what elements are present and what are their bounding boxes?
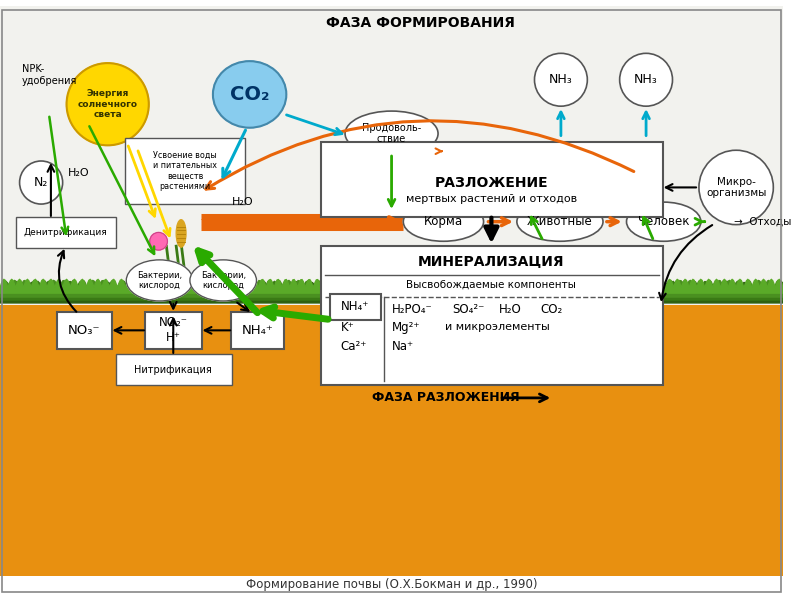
Circle shape bbox=[150, 232, 167, 250]
Text: NPK-
удобрения: NPK- удобрения bbox=[22, 64, 77, 86]
Circle shape bbox=[699, 150, 774, 224]
Text: H₂O: H₂O bbox=[499, 303, 522, 316]
Text: Корма: Корма bbox=[424, 215, 463, 228]
Circle shape bbox=[620, 53, 673, 106]
Text: МИНЕРАЛИЗАЦИЯ: МИНЕРАЛИЗАЦИЯ bbox=[418, 254, 565, 268]
Text: Ca²⁺: Ca²⁺ bbox=[341, 340, 367, 353]
Text: NH₄⁺: NH₄⁺ bbox=[341, 301, 370, 313]
Text: Бактерии,
кислород: Бактерии, кислород bbox=[137, 271, 182, 290]
Text: РАЗЛОЖЕНИЕ: РАЗЛОЖЕНИЕ bbox=[434, 176, 548, 190]
Ellipse shape bbox=[176, 220, 186, 247]
Circle shape bbox=[19, 161, 62, 204]
Text: H₂O: H₂O bbox=[232, 197, 254, 207]
Text: Усвоение воды
и питательных
веществ
растениями: Усвоение воды и питательных веществ раст… bbox=[153, 151, 217, 191]
Circle shape bbox=[66, 63, 149, 145]
Text: Денитрификация: Денитрификация bbox=[24, 228, 107, 237]
Text: NH₃: NH₃ bbox=[634, 73, 658, 86]
Text: Нитрификация: Нитрификация bbox=[134, 365, 212, 374]
Text: H₂O: H₂O bbox=[67, 168, 89, 178]
Text: и микроэлементы: и микроэлементы bbox=[446, 322, 550, 332]
FancyBboxPatch shape bbox=[321, 246, 662, 385]
Ellipse shape bbox=[190, 260, 257, 301]
FancyBboxPatch shape bbox=[126, 137, 245, 204]
FancyBboxPatch shape bbox=[115, 354, 232, 385]
FancyBboxPatch shape bbox=[57, 312, 111, 349]
Text: NH₄⁺: NH₄⁺ bbox=[341, 303, 369, 316]
FancyBboxPatch shape bbox=[330, 294, 381, 320]
Polygon shape bbox=[0, 280, 783, 293]
Text: ФАЗА РАЗЛОЖЕНИЯ: ФАЗА РАЗЛОЖЕНИЯ bbox=[371, 391, 519, 404]
Text: Бактерии,
кислород: Бактерии, кислород bbox=[201, 271, 246, 290]
Polygon shape bbox=[0, 280, 783, 297]
Text: SO₄²⁻: SO₄²⁻ bbox=[452, 303, 485, 316]
Text: Высвобождаемые компоненты: Высвобождаемые компоненты bbox=[406, 280, 576, 289]
Text: →  Отходы: → Отходы bbox=[734, 217, 791, 227]
Text: Продоволь-
ствие: Продоволь- ствие bbox=[362, 123, 421, 145]
Text: H₂PO₄⁻: H₂PO₄⁻ bbox=[391, 303, 432, 316]
Bar bbox=[0, 576, 783, 593]
Text: Микро-
организмы: Микро- организмы bbox=[706, 176, 766, 198]
Ellipse shape bbox=[126, 260, 193, 301]
Text: NO₃⁻: NO₃⁻ bbox=[68, 324, 101, 337]
FancyBboxPatch shape bbox=[321, 142, 662, 217]
FancyBboxPatch shape bbox=[231, 312, 284, 349]
Text: CO₂: CO₂ bbox=[540, 303, 562, 316]
Polygon shape bbox=[0, 283, 783, 303]
Text: NH₄⁺: NH₄⁺ bbox=[242, 324, 274, 337]
Text: Формирование почвы (О.Х.Бокман и др., 1990): Формирование почвы (О.Х.Бокман и др., 19… bbox=[246, 578, 538, 592]
Ellipse shape bbox=[626, 202, 701, 241]
FancyBboxPatch shape bbox=[145, 312, 202, 349]
Bar bbox=[0, 305, 783, 576]
Text: ФАЗА ФОРМИРОВАНИЯ: ФАЗА ФОРМИРОВАНИЯ bbox=[326, 16, 515, 30]
Ellipse shape bbox=[517, 202, 603, 241]
Text: CO₂: CO₂ bbox=[230, 85, 270, 104]
Text: N₂: N₂ bbox=[34, 176, 48, 189]
Text: мертвых растений и отходов: мертвых растений и отходов bbox=[406, 194, 577, 204]
Text: Человек: Человек bbox=[638, 215, 690, 228]
Text: Энергия
солнечного
света: Энергия солнечного света bbox=[78, 89, 138, 119]
Text: K⁺: K⁺ bbox=[341, 321, 354, 334]
FancyBboxPatch shape bbox=[16, 217, 115, 248]
Text: Na⁺: Na⁺ bbox=[391, 340, 414, 353]
Circle shape bbox=[534, 53, 587, 106]
Ellipse shape bbox=[213, 61, 286, 128]
Text: NH₃: NH₃ bbox=[549, 73, 573, 86]
Ellipse shape bbox=[403, 202, 483, 241]
Ellipse shape bbox=[345, 111, 438, 156]
Polygon shape bbox=[0, 281, 783, 300]
Text: NO₂⁻
H⁺: NO₂⁻ H⁺ bbox=[158, 316, 188, 344]
Text: Животные: Животные bbox=[527, 215, 593, 228]
Bar bbox=[0, 7, 783, 305]
Text: Mg²⁺: Mg²⁺ bbox=[391, 321, 420, 334]
